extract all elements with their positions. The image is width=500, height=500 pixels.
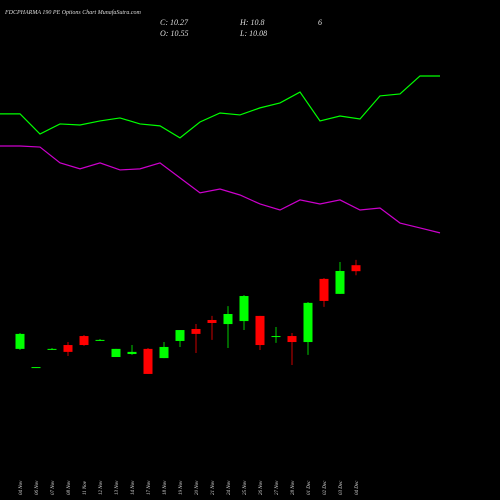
open-info: O: 10.55 [160, 29, 188, 38]
candle-body [223, 313, 233, 325]
candle-body [31, 367, 41, 369]
low-info: L: 10.08 [239, 29, 267, 38]
x-tick-label: 03 Dec [339, 480, 344, 495]
x-tick-label: 14 Nov [131, 480, 136, 495]
candle-body [303, 302, 313, 343]
candle-body [335, 270, 345, 294]
x-tick-label: 21 Nov [211, 480, 216, 495]
candle-body [47, 348, 57, 350]
x-tick-label: 28 Nov [291, 480, 296, 495]
candle-body [95, 339, 105, 341]
indicator-line [0, 75, 440, 139]
chart-title: FDCPHARMA 190 PE Options Chart MunafaSut… [4, 9, 142, 16]
volume-info: 6 [318, 18, 322, 27]
x-tick-label: 01 Dec [307, 480, 312, 495]
candle-body [111, 348, 121, 358]
candle-body [271, 336, 281, 338]
candle-body [175, 330, 185, 341]
x-tick-label: 04 Nov [19, 480, 24, 495]
candle-body [143, 348, 153, 374]
candle-body [127, 351, 137, 355]
high-info: H: 10.8 [239, 18, 264, 27]
x-tick-label: 13 Nov [115, 480, 120, 495]
x-tick-label: 24 Nov [227, 480, 232, 495]
candle-body [63, 345, 73, 352]
candle-body [79, 336, 89, 346]
x-tick-label: 06 Nov [35, 480, 40, 495]
candle-body [15, 333, 25, 349]
x-tick-label: 25 Nov [243, 480, 248, 495]
x-tick-label: 12 Nov [99, 480, 104, 495]
candle-body [207, 319, 217, 323]
candle-body [255, 315, 265, 346]
x-tick-label: 20 Nov [195, 480, 200, 495]
x-tick-label: 26 Nov [259, 480, 264, 495]
x-tick-label: 11 Nov [83, 480, 88, 495]
x-tick-label: 07 Nov [51, 480, 56, 495]
candle-body [239, 296, 249, 322]
x-tick-label: 18 Nov [163, 480, 168, 495]
x-tick-label: 27 Nov [275, 480, 280, 495]
candle-body [319, 278, 329, 301]
close-info: C: 10.27 [160, 18, 189, 27]
candle-body [351, 265, 361, 272]
x-tick-label: 04 Dec [355, 480, 360, 495]
x-tick-label: 17 Nov [147, 480, 152, 495]
x-tick-label: 19 Nov [179, 480, 184, 495]
candle-body [191, 328, 201, 334]
candle-body [159, 346, 169, 359]
candle-body [287, 336, 297, 343]
x-tick-label: 02 Dec [323, 480, 328, 495]
indicator-line [0, 145, 441, 234]
x-tick-label: 08 Nov [67, 480, 72, 495]
